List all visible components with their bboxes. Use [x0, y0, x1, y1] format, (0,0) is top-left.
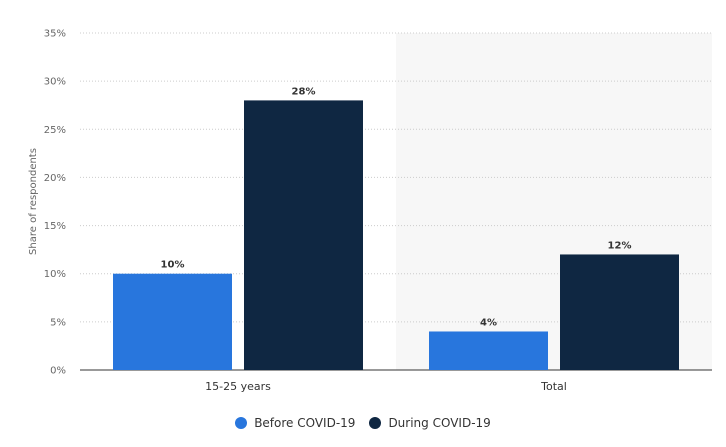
legend-item-during-covid[interactable]: During COVID-19: [369, 416, 491, 430]
y-tick-label: 0%: [50, 366, 66, 377]
data-label: 10%: [161, 260, 185, 271]
y-tick-label: 25%: [44, 125, 66, 136]
y-tick-label: 35%: [44, 29, 66, 40]
data-label: 12%: [608, 240, 632, 251]
legend-label: During COVID-19: [388, 416, 491, 430]
legend-dot-icon: [369, 417, 382, 429]
legend-item-before-covid[interactable]: Before COVID-19: [235, 416, 355, 430]
y-tick-label: 10%: [44, 269, 66, 280]
legend: Before COVID-19 During COVID-19: [0, 416, 726, 430]
bar-during-covid[interactable]: [560, 254, 679, 370]
bar-during-covid[interactable]: [244, 100, 363, 371]
data-label: 4%: [480, 317, 497, 328]
x-category-label: Total: [540, 380, 567, 393]
bar-before-covid[interactable]: [429, 331, 548, 370]
legend-label: Before COVID-19: [254, 416, 356, 430]
y-tick-label: 30%: [44, 77, 66, 88]
y-tick-label: 20%: [44, 173, 66, 184]
bar-before-covid[interactable]: [113, 273, 232, 370]
y-tick-label: 5%: [50, 317, 66, 328]
x-category-label: 15-25 years: [205, 380, 271, 393]
y-tick-label: 15%: [44, 221, 66, 232]
data-label: 28%: [292, 86, 316, 97]
legend-dot-icon: [235, 417, 248, 429]
y-axis-title: Share of respondents: [28, 148, 39, 255]
